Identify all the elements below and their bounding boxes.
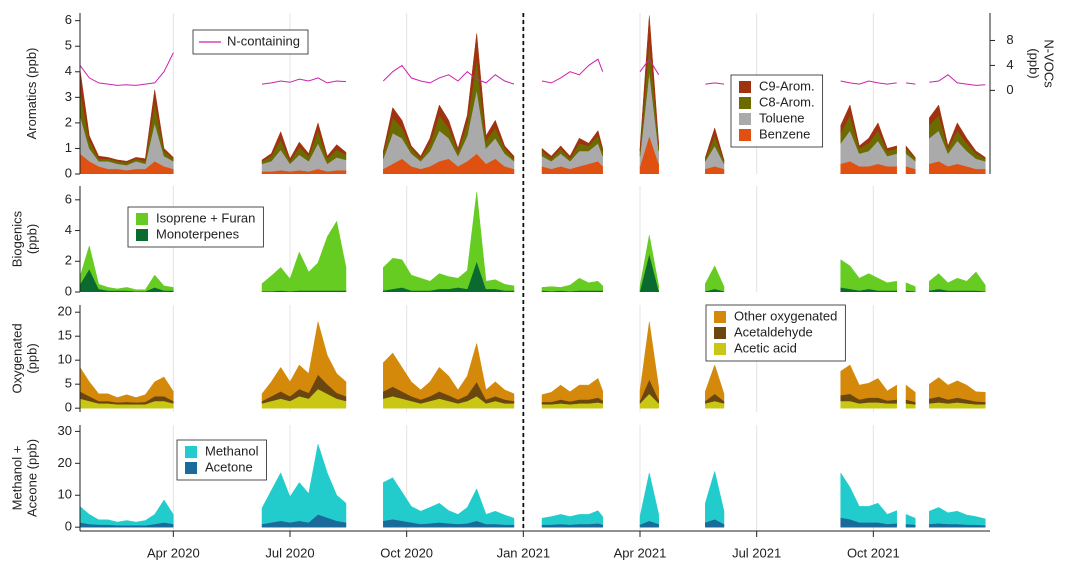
x-tick-label: Jan 2021 (497, 545, 551, 560)
area (80, 321, 986, 403)
y-tick-label: 6 (65, 12, 72, 27)
area (80, 134, 986, 174)
y-label-line: (ppb) (25, 343, 40, 373)
area (80, 514, 986, 528)
y2-label-line: N-VOCs (1041, 39, 1056, 88)
y-tick-label: 0 (65, 400, 72, 415)
y-tick-label: 30 (58, 423, 72, 438)
legend-label: C9-Arom. (759, 78, 815, 93)
y-tick-label: 5 (65, 38, 72, 53)
area (80, 192, 986, 292)
y-tick-label: 20 (58, 455, 72, 470)
legend-swatch (739, 113, 751, 125)
y-axis-label: Aromatics (ppb) (24, 48, 39, 140)
x-tick-label: Oct 2021 (847, 545, 900, 560)
y2-tick-label: 4 (1006, 57, 1013, 72)
y-tick-label: 0 (65, 283, 72, 298)
legend-swatch (185, 462, 197, 474)
legend-swatch (739, 81, 751, 93)
legend-label: Acetic acid (734, 340, 797, 355)
x-tick-label: Apr 2020 (147, 545, 200, 560)
legend-swatch (739, 129, 751, 141)
plot-area (80, 192, 986, 292)
legend-box (127, 206, 264, 248)
area (80, 444, 986, 526)
y-tick-label: 2 (65, 114, 72, 129)
y-tick-label: 5 (65, 376, 72, 391)
y-tick-label: 4 (65, 222, 72, 237)
legend-label: Acetone (205, 459, 253, 474)
y-tick-label: 3 (65, 89, 72, 104)
line (80, 52, 986, 86)
y-tick-label: 15 (58, 328, 72, 343)
y-label-line: Biogenics (10, 210, 25, 267)
legend: N-containing (192, 29, 309, 55)
legend-swatch (714, 343, 726, 355)
x-tick-label: Jul 2020 (265, 545, 314, 560)
legend-label: Isoprene + Furan (156, 210, 255, 225)
legend-label: N-containing (227, 33, 300, 48)
x-tick-label: Apr 2021 (614, 545, 667, 560)
y-axis-label: Oxygenated(ppb) (10, 323, 40, 393)
y-tick-label: 10 (58, 487, 72, 502)
legend-label: Toluene (759, 110, 805, 125)
legend-box (705, 304, 846, 362)
legend-swatch (714, 327, 726, 339)
x-tick-label: Jul 2021 (732, 545, 781, 560)
legend-label: Acetaldehyde (734, 324, 813, 339)
area (80, 388, 986, 409)
y-tick-label: 0 (65, 519, 72, 534)
legend-swatch (739, 97, 751, 109)
legend-label: Methanol (205, 443, 259, 458)
x-tick-label: Oct 2020 (380, 545, 433, 560)
y-tick-label: 10 (58, 352, 72, 367)
legend-swatch (185, 446, 197, 458)
y-axis-label: Methanol +Aceone (ppb) (10, 439, 40, 517)
y-tick-label: 6 (65, 191, 72, 206)
y2-axis-label: N-VOCs(ppb) (1026, 39, 1056, 88)
plot-area (80, 15, 986, 174)
legend-label: Monoterpenes (156, 226, 240, 241)
area (80, 71, 986, 172)
y-label-line: (ppb) (25, 224, 40, 254)
legend-swatch (136, 213, 148, 225)
y-tick-label: 20 (58, 304, 72, 319)
y-label-line: Oxygenated (10, 323, 25, 393)
y-label-line: Methanol + (10, 446, 25, 511)
y-label-line: Aromatics (ppb) (24, 48, 39, 140)
y-tick-label: 2 (65, 253, 72, 268)
legend-swatch (714, 311, 726, 323)
y2-tick-label: 8 (1006, 32, 1013, 47)
area (80, 374, 986, 405)
y-axis-label: Biogenics(ppb) (10, 210, 40, 267)
area (80, 41, 986, 166)
plot-area (80, 444, 986, 528)
y2-label-line: (ppb) (1026, 48, 1041, 78)
y-label-line: Aceone (ppb) (25, 439, 40, 517)
y-tick-label: 4 (65, 63, 72, 78)
y-tick-label: 0 (65, 165, 72, 180)
y2-tick-label: 0 (1006, 82, 1013, 97)
area (80, 15, 986, 163)
legend-label: Other oxygenated (734, 308, 837, 323)
y-tick-label: 1 (65, 140, 72, 155)
legend-label: C8-Arom. (759, 94, 815, 109)
plot-area (80, 321, 986, 409)
legend-label: Benzene (759, 126, 810, 141)
legend-swatch (136, 229, 148, 241)
